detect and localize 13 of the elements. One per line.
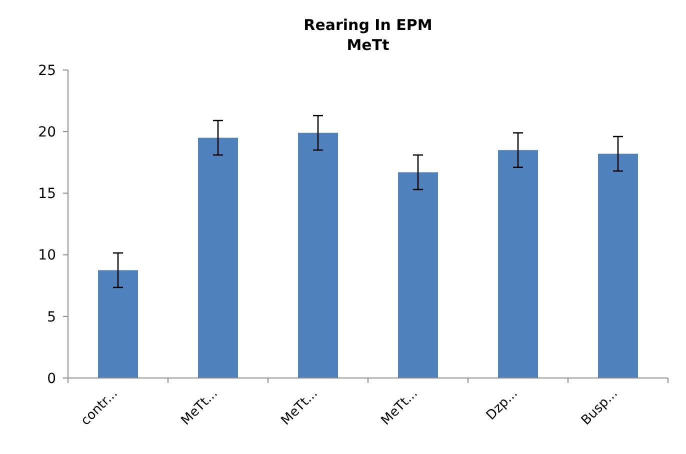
y-tick-label: 25: [38, 62, 56, 79]
y-tick-label: 10: [38, 248, 56, 264]
bar: [98, 270, 138, 378]
bar: [598, 154, 638, 378]
bar: [498, 150, 538, 378]
chart-title: Rearing In EPM MeTt: [304, 16, 432, 54]
y-tick-label: 15: [38, 186, 56, 202]
y-tick-label: 0: [47, 370, 56, 387]
bar: [198, 138, 238, 378]
y-tick-label: 5: [47, 309, 56, 326]
bar: [398, 172, 438, 378]
bar: [298, 132, 338, 378]
y-tick-label: 20: [38, 124, 56, 140]
